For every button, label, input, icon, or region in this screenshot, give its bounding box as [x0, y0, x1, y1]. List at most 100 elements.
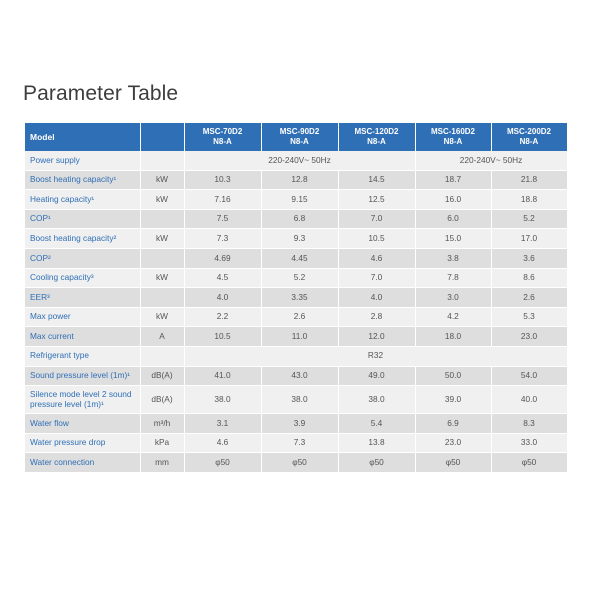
- table-row: Water connection mm φ50 φ50 φ50 φ50 φ50: [25, 452, 568, 473]
- merged-value-cell: 220-240V~ 50Hz: [184, 151, 416, 171]
- unit-header: [140, 123, 185, 151]
- value-cell: 8.6: [491, 268, 568, 289]
- value-cell: 7.8: [415, 268, 492, 289]
- value-cell: 10.5: [338, 228, 416, 249]
- value-cell: 4.0: [338, 287, 416, 308]
- merged-value-cell: 220-240V~ 50Hz: [415, 151, 568, 171]
- parameter-unit: kW: [140, 170, 185, 191]
- table-row: Refrigerant type R32: [25, 346, 568, 367]
- value-cell: 3.9: [261, 413, 339, 434]
- table-row: Boost heating capacity² kW 7.3 9.3 10.5 15.0 1…: [25, 228, 568, 249]
- value-cell: 10.3: [184, 170, 262, 191]
- value-cell: 38.0: [261, 385, 339, 415]
- value-cell: 38.0: [338, 385, 416, 415]
- model-header-4: MSC-160D2 N8-A: [415, 123, 492, 151]
- model-header: Model: [25, 123, 141, 151]
- parameter-unit: kPa: [140, 433, 185, 454]
- value-cell: 23.0: [491, 326, 568, 347]
- value-cell: 4.6: [184, 433, 262, 454]
- value-cell: 7.3: [261, 433, 339, 454]
- parameter-name: COP¹: [25, 209, 141, 230]
- parameter-unit: [140, 151, 185, 171]
- parameter-name: Silence mode level 2 sound pressure leve…: [25, 385, 141, 415]
- parameter-unit: kW: [140, 228, 185, 249]
- parameter-unit: dB(A): [140, 385, 185, 415]
- table-row: COP¹ 7.5 6.8 7.0 6.0 5.2: [25, 209, 568, 230]
- parameter-table: Model MSC-70D2 N8-A MSC-90D2 N8-A MSC-120D2 N…: [25, 123, 568, 473]
- table-body: Power supply 220-240V~ 50Hz 220-240V~ 50Hz…: [25, 151, 568, 473]
- parameter-unit: [140, 209, 185, 230]
- value-cell: 50.0: [415, 366, 492, 387]
- value-cell: 40.0: [491, 385, 568, 415]
- value-cell: 12.5: [338, 189, 416, 210]
- value-cell: 4.0: [184, 287, 262, 308]
- value-cell: 18.0: [415, 326, 492, 347]
- parameter-name: Max power: [25, 307, 141, 328]
- value-cell: 4.69: [184, 248, 262, 269]
- value-cell: 3.0: [415, 287, 492, 308]
- value-cell: 41.0: [184, 366, 262, 387]
- model-header-5: MSC-200D2 N8-A: [491, 123, 568, 151]
- value-cell: 3.1: [184, 413, 262, 434]
- value-cell: 2.6: [261, 307, 339, 328]
- value-cell: 7.0: [338, 209, 416, 230]
- table-row: Water pressure drop kPa 4.6 7.3 13.8 23.0 33.0: [25, 433, 568, 454]
- value-cell: φ50: [491, 452, 568, 473]
- model-header-2: MSC-90D2 N8-A: [261, 123, 339, 151]
- model-suffix: N8-A: [290, 137, 309, 146]
- value-cell: 5.3: [491, 307, 568, 328]
- value-cell: 6.0: [415, 209, 492, 230]
- value-cell: φ50: [338, 452, 416, 473]
- value-cell: 11.0: [261, 326, 339, 347]
- model-name: MSC-70D2: [202, 127, 243, 136]
- value-cell: 43.0: [261, 366, 339, 387]
- value-cell: 2.8: [338, 307, 416, 328]
- parameter-name: Water connection: [25, 452, 141, 473]
- model-suffix: N8-A: [367, 137, 386, 146]
- parameter-name: Heating capacity¹: [25, 189, 141, 210]
- model-suffix: N8-A: [443, 137, 463, 146]
- parameter-unit: kW: [140, 189, 185, 210]
- value-cell: 5.2: [491, 209, 568, 230]
- parameter-name: Refrigerant type: [25, 346, 141, 367]
- value-cell: 4.5: [184, 268, 262, 289]
- table-row: Max power kW 2.2 2.6 2.8 4.2 5.3: [25, 307, 568, 328]
- parameter-name: Cooling capacity³: [25, 268, 141, 289]
- parameter-name: Water flow: [25, 413, 141, 434]
- table-row: Cooling capacity³ kW 4.5 5.2 7.0 7.8 8.6: [25, 268, 568, 289]
- value-cell: 49.0: [338, 366, 416, 387]
- value-cell: 12.8: [261, 170, 339, 191]
- value-cell: 39.0: [415, 385, 492, 415]
- value-cell: 9.3: [261, 228, 339, 249]
- page-title: Parameter Table: [23, 82, 179, 105]
- parameter-name: COP²: [25, 248, 141, 269]
- value-cell: 4.2: [415, 307, 492, 328]
- parameter-name: Max current: [25, 326, 141, 347]
- parameter-name: Boost heating capacity²: [25, 228, 141, 249]
- parameter-name: Water pressure drop: [25, 433, 141, 454]
- parameter-unit: [140, 248, 185, 269]
- table-row: EER³ 4.0 3.35 4.0 3.0 2.6: [25, 287, 568, 308]
- value-cell: 38.0: [184, 385, 262, 415]
- value-cell: 7.3: [184, 228, 262, 249]
- parameter-unit: kW: [140, 268, 185, 289]
- parameter-name: Boost heating capacity¹: [25, 170, 141, 191]
- value-cell: 12.0: [338, 326, 416, 347]
- value-cell: φ50: [261, 452, 339, 473]
- value-cell: 17.0: [491, 228, 568, 249]
- value-cell: 7.16: [184, 189, 262, 210]
- value-cell: 4.6: [338, 248, 416, 269]
- merged-value-cell: R32: [184, 346, 568, 367]
- table-row: Boost heating capacity¹ kW 10.3 12.8 14.5 18.…: [25, 170, 568, 191]
- value-cell: 7.0: [338, 268, 416, 289]
- parameter-unit: [140, 346, 185, 367]
- value-cell: 9.15: [261, 189, 339, 210]
- value-cell: 5.4: [338, 413, 416, 434]
- table-row: Max current A 10.5 11.0 12.0 18.0 23.0: [25, 326, 568, 347]
- model-suffix: N8-A: [213, 137, 232, 146]
- model-suffix: N8-A: [519, 137, 539, 146]
- value-cell: 6.8: [261, 209, 339, 230]
- value-cell: 2.2: [184, 307, 262, 328]
- table-row: Sound pressure level (1m)¹ dB(A) 41.0 43.0 4…: [25, 366, 568, 387]
- value-cell: 54.0: [491, 366, 568, 387]
